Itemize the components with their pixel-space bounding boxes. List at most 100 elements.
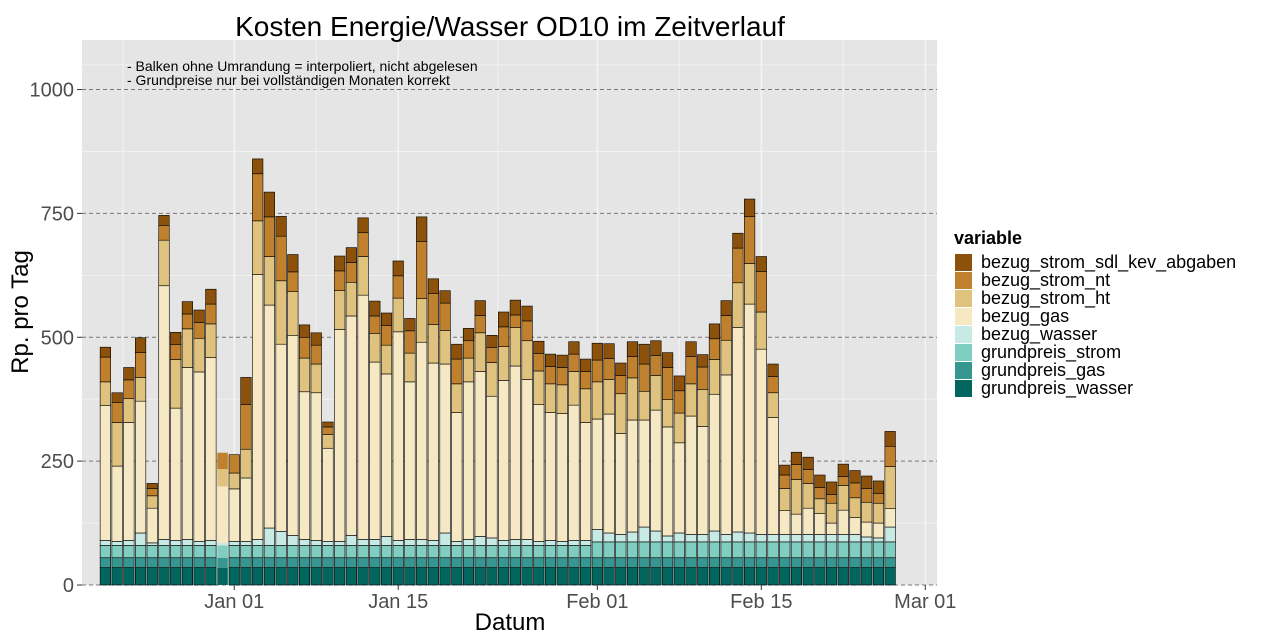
bar-segment-bezug-strom-nt xyxy=(334,270,346,292)
bar-segment-bezug-gas xyxy=(134,400,147,534)
y-tick-label: 250 xyxy=(41,451,74,473)
bar-segment-grundpreis-strom xyxy=(662,541,674,559)
bar-segment-grundpreis-strom xyxy=(134,545,147,559)
bar-segment-bezug-strom-ht xyxy=(451,383,463,413)
x-tick-label: Feb 01 xyxy=(566,591,628,613)
bar-segment-bezug-strom-nt xyxy=(685,356,697,385)
bar-segment-grundpreis-wasser xyxy=(755,567,767,586)
bar-segment-grundpreis-strom xyxy=(322,545,334,559)
bar-segment-bezug-gas xyxy=(755,348,767,535)
bar-segment-bezug-gas xyxy=(591,418,603,530)
bar-segment-grundpreis-strom xyxy=(451,545,463,559)
bar-segment-bezug-strom-ht xyxy=(334,290,346,330)
bar-segment-grundpreis-gas xyxy=(334,557,346,568)
bar-segment-bezug-strom-ht xyxy=(779,488,791,511)
bar-segment-bezug-wasser xyxy=(205,540,217,546)
bar-segment-bezug-strom-nt xyxy=(111,402,123,423)
bar-segment-grundpreis-strom xyxy=(685,541,697,559)
bar-segment-bezug-strom-sdl-kev-abgaben xyxy=(603,343,615,359)
bar-segment-grundpreis-wasser xyxy=(252,567,264,586)
bar-segment-bezug-gas xyxy=(322,447,334,542)
x-tick-label: Mar 01 xyxy=(894,591,956,613)
bar-segment-bezug-strom-ht xyxy=(240,448,252,479)
bar-segment-grundpreis-gas xyxy=(814,557,826,568)
bar-segment-bezug-gas xyxy=(790,513,803,535)
bar-segment-bezug-strom-sdl-kev-abgaben xyxy=(802,456,814,470)
bar-segment-bezug-strom-nt xyxy=(439,302,451,331)
bar-segment-bezug-wasser xyxy=(650,530,662,543)
bar-segment-bezug-strom-sdl-kev-abgaben xyxy=(427,278,439,294)
bar-segment-grundpreis-gas xyxy=(462,557,475,568)
bar-segment-grundpreis-strom xyxy=(814,541,826,559)
bar-segment-bezug-strom-sdl-kev-abgaben xyxy=(872,480,885,494)
bar-segment-bezug-strom-ht xyxy=(439,330,451,365)
bar-segment-bezug-strom-ht xyxy=(123,398,135,423)
bar-segment-grundpreis-strom xyxy=(638,541,650,559)
bar-segment-grundpreis-gas xyxy=(427,557,439,568)
bar-segment-grundpreis-wasser xyxy=(556,567,568,586)
bar-segment-bezug-strom-sdl-kev-abgaben xyxy=(474,300,486,316)
bar-segment-grundpreis-gas xyxy=(837,557,849,568)
bar-segment-grundpreis-wasser xyxy=(826,567,838,586)
bar-segment-bezug-gas xyxy=(580,422,592,541)
bar-segment-bezug-strom-ht xyxy=(826,502,838,524)
bar-segment-bezug-strom-sdl-kev-abgaben xyxy=(146,483,158,489)
bar-segment-grundpreis-strom xyxy=(228,545,240,559)
bar-segment-bezug-strom-sdl-kev-abgaben xyxy=(416,216,428,242)
bar-segment-bezug-strom-sdl-kev-abgaben xyxy=(744,198,756,217)
bar-segment-bezug-strom-ht xyxy=(509,327,521,367)
bar-segment-bezug-gas xyxy=(99,405,111,541)
bar-segment-bezug-strom-ht xyxy=(146,495,158,509)
bar-segment-bezug-wasser xyxy=(544,540,557,546)
bar-segment-bezug-strom-sdl-kev-abgaben xyxy=(369,300,381,317)
legend-label-grundpreis-gas: grundpreis_gas xyxy=(981,360,1105,381)
bar-segment-grundpreis-strom xyxy=(193,545,205,559)
bar-segment-bezug-gas xyxy=(673,442,685,534)
bar-segment-grundpreis-strom xyxy=(802,541,814,559)
bar-segment-grundpreis-wasser xyxy=(779,567,791,586)
bar-segment-bezug-strom-sdl-kev-abgaben xyxy=(357,217,369,234)
bar-segment-grundpreis-wasser xyxy=(814,567,826,586)
bar-segment-grundpreis-wasser xyxy=(334,567,346,586)
bar-segment-bezug-wasser xyxy=(451,541,463,546)
bar-segment-bezug-strom-sdl-kev-abgaben xyxy=(123,367,135,381)
bar-segment-bezug-strom-ht xyxy=(755,311,767,350)
y-axis-ticks: 0 250 500 750 1000 xyxy=(30,80,82,597)
bar-segment-grundpreis-strom xyxy=(310,545,322,559)
bar-segment-bezug-gas xyxy=(416,341,428,540)
bar-segment-bezug-strom-ht xyxy=(498,346,510,381)
legend-label-bezug-strom-sdl-kev-abgaben: bezug_strom_sdl_kev_abgaben xyxy=(981,252,1236,273)
bar-segment-bezug-strom-ht xyxy=(591,381,603,420)
bar-segment-bezug-wasser xyxy=(580,540,592,546)
bar-segment-bezug-strom-nt xyxy=(205,303,217,325)
bar-segment-grundpreis-gas xyxy=(626,557,639,568)
bar-segment-bezug-strom-ht xyxy=(298,357,311,393)
bar-segment-bezug-gas xyxy=(814,513,826,535)
bar-segment-bezug-strom-ht xyxy=(193,337,205,373)
bar-segment-grundpreis-gas xyxy=(240,557,252,568)
bar-segment-grundpreis-wasser xyxy=(498,567,510,586)
bar-segment-bezug-wasser xyxy=(826,534,838,543)
bar-segment-grundpreis-wasser xyxy=(357,567,369,586)
bar-segment-bezug-strom-ht xyxy=(884,466,896,509)
bar-segment-bezug-strom-nt xyxy=(673,390,685,414)
bar-segment-grundpreis-strom xyxy=(298,545,311,559)
bar-segment-grundpreis-strom xyxy=(217,545,228,558)
bar-segment-bezug-gas xyxy=(345,315,357,536)
bar-segment-bezug-strom-nt xyxy=(217,452,228,470)
legend-title: variable xyxy=(954,228,1022,248)
bar-segment-grundpreis-gas xyxy=(638,557,650,568)
bar-segment-bezug-strom-ht xyxy=(662,399,674,428)
bar-segment-bezug-gas xyxy=(720,374,732,535)
bar-segment-bezug-gas xyxy=(404,381,416,540)
bar-segment-grundpreis-strom xyxy=(591,541,603,559)
bar-segment-grundpreis-wasser xyxy=(884,567,896,586)
bar-segment-grundpreis-strom xyxy=(509,545,521,559)
legend-swatch-bezug-strom-sdl-kev-abgaben xyxy=(955,254,972,271)
bar-segment-bezug-wasser xyxy=(123,540,135,546)
bar-segment-bezug-strom-ht xyxy=(533,370,545,405)
bar-segment-grundpreis-wasser xyxy=(322,567,334,586)
bar-segment-grundpreis-strom xyxy=(580,545,592,559)
bar-segment-grundpreis-strom xyxy=(568,545,580,559)
